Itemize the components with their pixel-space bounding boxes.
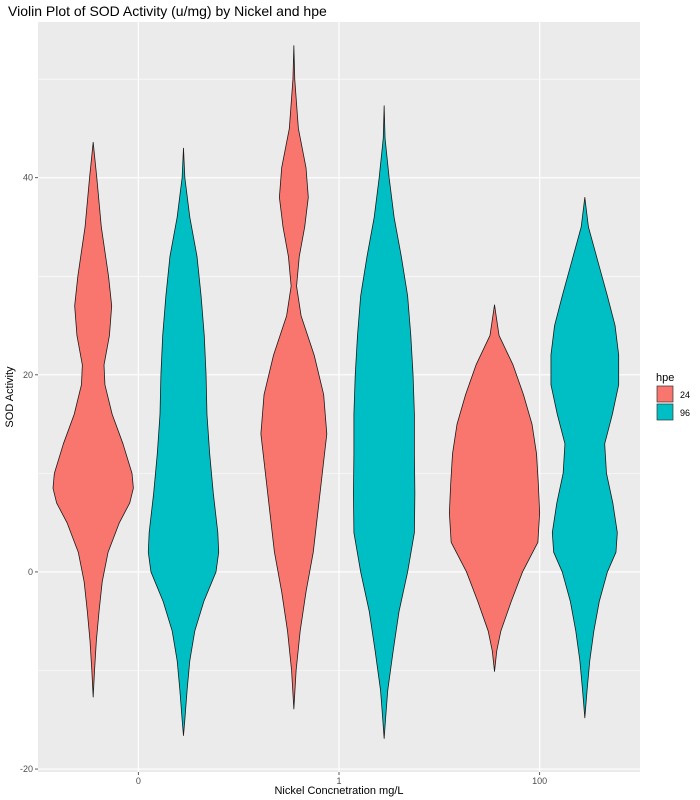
legend-key-24: [656, 385, 674, 403]
y-tick-label: 40: [23, 173, 33, 183]
violin-24-100: [448, 304, 541, 672]
y-tick-label: 20: [23, 370, 33, 380]
violins-layer: [52, 45, 620, 739]
y-tick-label: 0: [28, 567, 33, 577]
violin-24-1: [260, 45, 328, 710]
violin-24-0: [52, 141, 134, 698]
major-gridlines: [38, 22, 640, 772]
violin-96-1: [353, 105, 416, 739]
legend-label-96: 96: [680, 408, 690, 418]
legend-label-24: 24: [680, 390, 690, 400]
x-tick-label: 0: [136, 776, 141, 786]
y-axis: -20 0 20 40: [20, 173, 38, 774]
x-axis: 0 1 100: [136, 772, 547, 786]
y-tick-label: -20: [20, 764, 33, 774]
legend-title: hpe: [656, 372, 674, 384]
chart-title: Violin Plot of SOD Activity (u/mg) by Ni…: [8, 3, 327, 19]
x-tick-label: 1: [336, 776, 341, 786]
violin-96-100: [550, 197, 620, 719]
legend: hpe 24 96: [656, 372, 690, 421]
y-axis-title: SOD Activity: [4, 366, 16, 428]
violin-96-0: [147, 147, 220, 736]
x-tick-label: 100: [532, 776, 547, 786]
legend-key-96: [656, 403, 674, 421]
x-axis-title: Nickel Concnetration mg/L: [274, 785, 403, 797]
